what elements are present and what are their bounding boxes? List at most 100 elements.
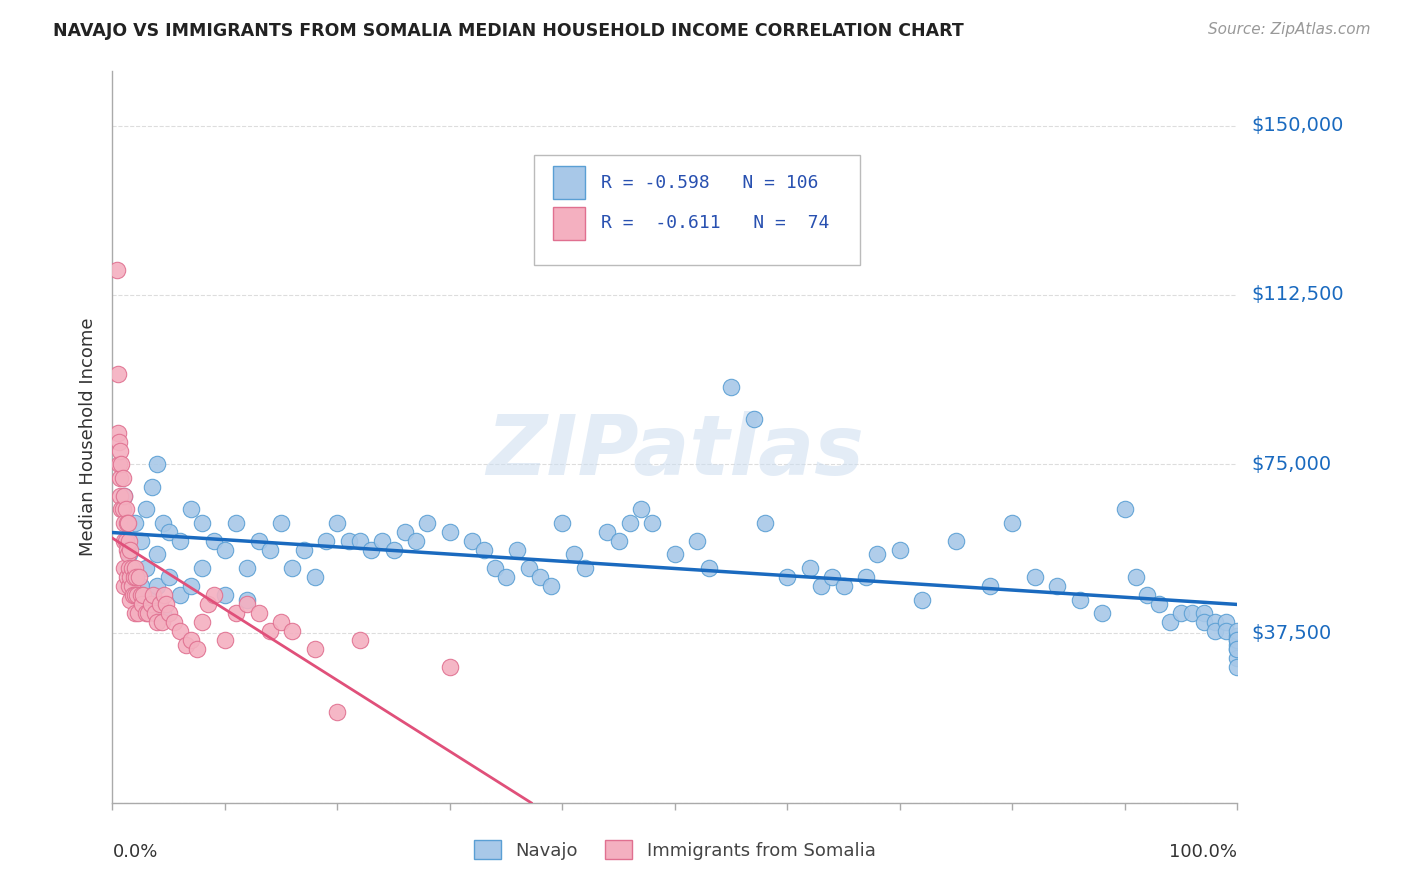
Point <box>146 548 169 562</box>
Point <box>146 615 169 630</box>
Point <box>270 615 292 630</box>
Point <box>124 516 146 530</box>
Point <box>111 502 134 516</box>
Point <box>108 457 131 471</box>
Point <box>135 561 157 575</box>
Point <box>202 588 225 602</box>
Text: R = -0.598   N = 106: R = -0.598 N = 106 <box>600 174 818 192</box>
Text: 0.0%: 0.0% <box>112 843 157 861</box>
Point <box>304 642 326 657</box>
Text: 100.0%: 100.0% <box>1170 843 1237 861</box>
Point <box>112 579 135 593</box>
Point <box>281 561 304 575</box>
Point <box>1226 638 1249 652</box>
Point <box>107 367 129 381</box>
Point <box>124 570 146 584</box>
FancyBboxPatch shape <box>554 167 585 200</box>
Point <box>1226 642 1249 657</box>
Point <box>124 561 146 575</box>
Point <box>1159 615 1181 630</box>
Point <box>1147 597 1170 611</box>
Point <box>776 570 799 584</box>
Point <box>461 533 484 548</box>
Point <box>821 570 844 584</box>
Point <box>1024 570 1046 584</box>
Point <box>697 561 720 575</box>
Point <box>799 561 821 575</box>
Point <box>292 543 315 558</box>
Point <box>529 570 551 584</box>
Point <box>111 471 134 485</box>
Point <box>110 443 132 458</box>
Point <box>118 579 141 593</box>
Point <box>225 606 247 620</box>
Point <box>1226 633 1249 648</box>
Point <box>911 592 934 607</box>
Point <box>118 533 141 548</box>
Point <box>125 570 148 584</box>
Point <box>607 533 630 548</box>
Point <box>214 588 236 602</box>
Point <box>304 570 326 584</box>
Point <box>1069 592 1091 607</box>
Point <box>135 606 157 620</box>
Point <box>121 561 143 575</box>
Point <box>169 533 191 548</box>
Point <box>439 524 461 539</box>
Point <box>120 543 142 558</box>
Point <box>163 615 186 630</box>
Text: $150,000: $150,000 <box>1251 116 1344 135</box>
Point <box>225 516 247 530</box>
Point <box>1181 606 1204 620</box>
Point <box>810 579 832 593</box>
Point <box>754 516 776 530</box>
Point <box>360 543 382 558</box>
Point <box>132 588 155 602</box>
Point <box>247 533 270 548</box>
Text: Source: ZipAtlas.com: Source: ZipAtlas.com <box>1208 22 1371 37</box>
Point <box>121 579 143 593</box>
Point <box>112 533 135 548</box>
Point <box>214 633 236 648</box>
Point <box>1226 633 1249 648</box>
Point <box>124 588 146 602</box>
Point <box>142 588 165 602</box>
Point <box>540 579 562 593</box>
Point <box>472 543 495 558</box>
Point <box>1226 624 1249 639</box>
Point <box>641 516 664 530</box>
Point <box>236 592 259 607</box>
Point <box>664 548 686 562</box>
Point <box>495 570 517 584</box>
Point <box>121 588 143 602</box>
Point <box>110 457 132 471</box>
Text: $112,500: $112,500 <box>1251 285 1344 304</box>
Point <box>945 533 967 548</box>
Point <box>1136 588 1159 602</box>
Point <box>1091 606 1114 620</box>
Point <box>152 606 174 620</box>
Point <box>128 570 150 584</box>
Point <box>191 561 214 575</box>
Point <box>394 524 416 539</box>
Point <box>506 543 529 558</box>
Point <box>115 543 138 558</box>
Point <box>1001 516 1024 530</box>
Point <box>1226 651 1249 665</box>
Point <box>141 592 163 607</box>
Legend: Navajo, Immigrants from Somalia: Navajo, Immigrants from Somalia <box>467 833 883 867</box>
FancyBboxPatch shape <box>554 207 585 240</box>
Point <box>124 606 146 620</box>
Point <box>517 561 540 575</box>
Point <box>141 480 163 494</box>
Point <box>349 533 371 548</box>
Point <box>742 412 765 426</box>
Point <box>416 516 439 530</box>
Point <box>146 457 169 471</box>
Point <box>630 502 652 516</box>
Point <box>191 516 214 530</box>
Point <box>236 561 259 575</box>
Point <box>720 380 742 394</box>
Point <box>180 502 202 516</box>
Text: $75,000: $75,000 <box>1251 455 1331 474</box>
